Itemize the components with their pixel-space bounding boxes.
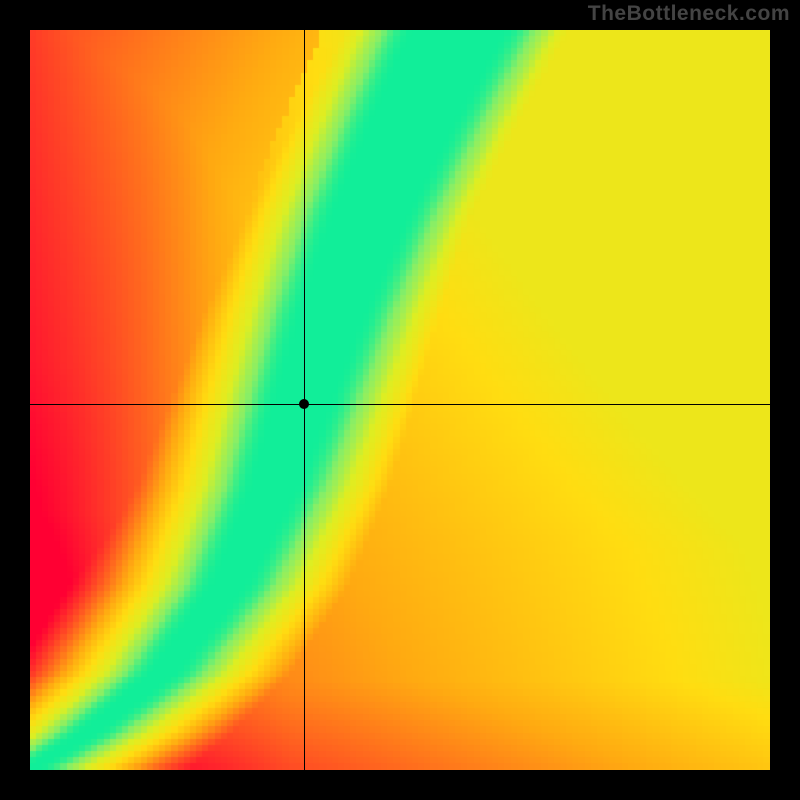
watermark-text: TheBottleneck.com <box>588 2 790 26</box>
crosshair-horizontal <box>30 404 770 405</box>
heatmap-plot <box>30 30 770 770</box>
data-point-marker <box>299 399 309 409</box>
heatmap-canvas <box>30 30 770 770</box>
